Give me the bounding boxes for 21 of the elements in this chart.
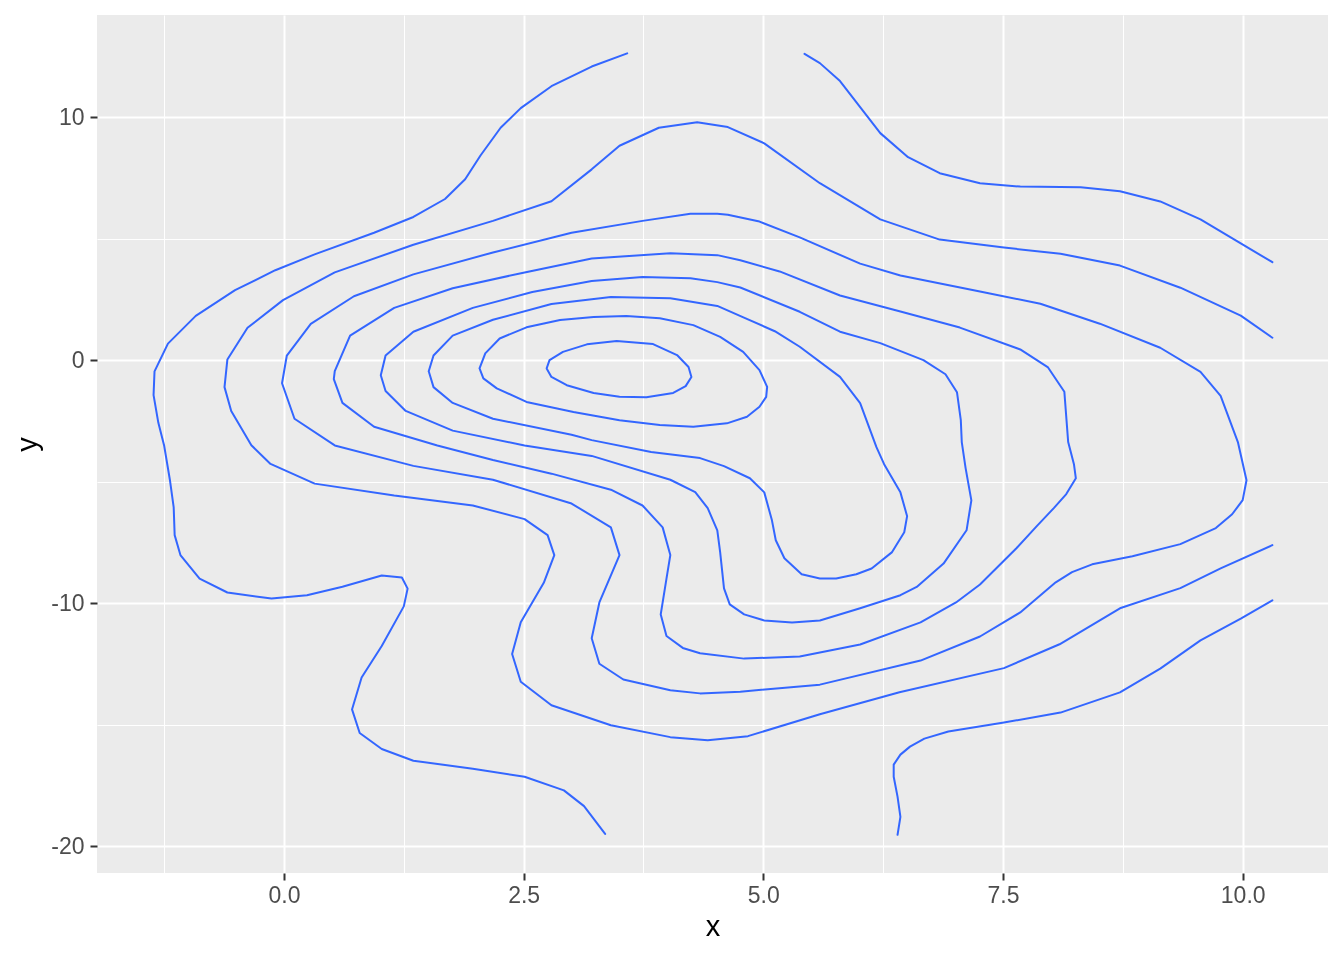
line-series xyxy=(152,52,629,835)
line-series xyxy=(545,339,693,399)
line-series xyxy=(478,314,769,428)
line-series xyxy=(427,295,909,580)
line-series xyxy=(332,252,1077,660)
y-tick-label: -20 xyxy=(51,832,85,859)
line-series xyxy=(223,121,1274,742)
y-axis-title: y xyxy=(11,436,44,452)
x-tick-label: 2.5 xyxy=(508,881,541,908)
x-tick-label: 7.5 xyxy=(987,881,1020,908)
x-axis-title: x xyxy=(705,909,721,942)
line-series xyxy=(281,212,1248,695)
y-tick-label: 0 xyxy=(71,346,85,373)
line-series xyxy=(803,52,1274,264)
y-tick-label: 10 xyxy=(58,103,85,130)
x-tick-label: 10.0 xyxy=(1220,881,1266,908)
y-tick-label: -10 xyxy=(51,589,85,616)
x-tick-label: 5.0 xyxy=(747,881,780,908)
line-series xyxy=(892,599,1274,836)
x-tick-label: 0.0 xyxy=(268,881,301,908)
line-series xyxy=(379,276,973,624)
